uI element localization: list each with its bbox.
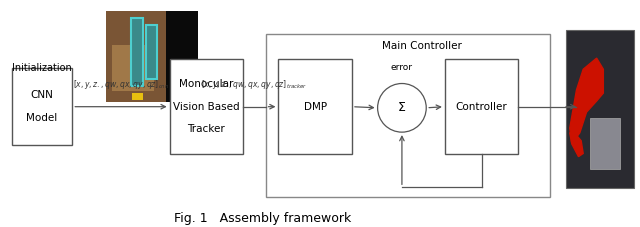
Ellipse shape — [378, 84, 426, 132]
Text: Fig. 1   Assembly framework: Fig. 1 Assembly framework — [174, 212, 351, 225]
Text: DMP: DMP — [303, 102, 327, 112]
Text: CNN: CNN — [31, 90, 53, 100]
Bar — [566, 30, 634, 188]
Text: Vision Based: Vision Based — [173, 102, 240, 112]
Text: Σ: Σ — [398, 101, 406, 114]
Bar — [132, 93, 143, 100]
Bar — [170, 59, 243, 154]
Bar — [146, 25, 157, 79]
Bar — [12, 68, 72, 145]
Text: $[x, y, z., qw, qx, qy, qz]_{cnn}$: $[x, y, z., qw, qx, qy, qz]_{cnn}$ — [73, 78, 169, 91]
Text: $[x, y, z., qw, qx, qy, qz]_{tracker}$: $[x, y, z., qw, qx, qy, qz]_{tracker}$ — [201, 78, 308, 91]
Bar — [131, 18, 143, 86]
Polygon shape — [570, 58, 604, 144]
Text: error: error — [391, 63, 413, 72]
Text: Controller: Controller — [456, 102, 508, 112]
Text: Tracker: Tracker — [188, 124, 225, 134]
Bar — [106, 11, 166, 102]
Text: Main Controller: Main Controller — [383, 41, 462, 51]
Bar — [112, 45, 154, 91]
Polygon shape — [570, 133, 583, 157]
Bar — [445, 59, 518, 154]
Bar — [278, 59, 352, 154]
Bar — [590, 118, 620, 169]
Text: Model: Model — [26, 113, 58, 123]
Text: Initialization: Initialization — [12, 63, 71, 73]
Text: Monocular: Monocular — [179, 79, 234, 89]
Bar — [266, 34, 550, 197]
Bar — [106, 11, 198, 102]
